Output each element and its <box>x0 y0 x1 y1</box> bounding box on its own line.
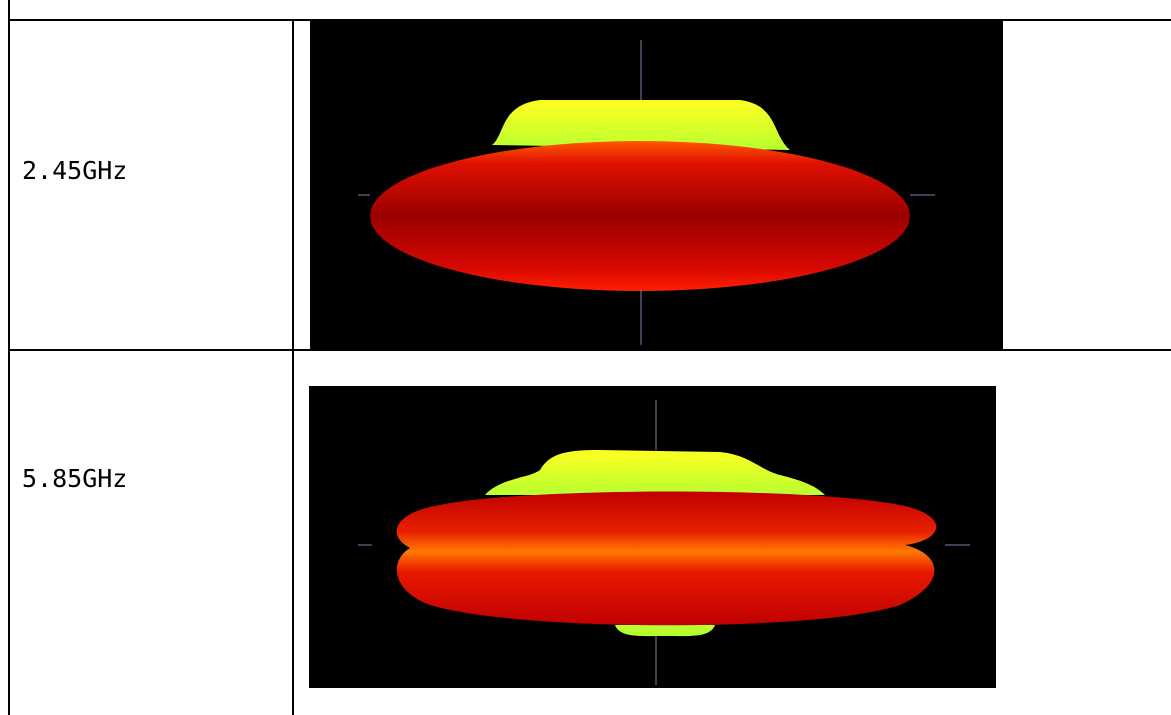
pattern-lobe <box>396 491 937 626</box>
column-border <box>292 19 294 715</box>
frequency-label: 5.85GHz <box>22 464 128 493</box>
row-border <box>8 19 1171 21</box>
column-border <box>8 0 10 715</box>
pattern-lobe <box>615 625 715 637</box>
pattern-lobe <box>492 100 790 150</box>
frequency-label: 2.45GHz <box>22 156 128 185</box>
pattern-lobe <box>485 450 825 495</box>
pattern-lobe <box>370 141 910 291</box>
